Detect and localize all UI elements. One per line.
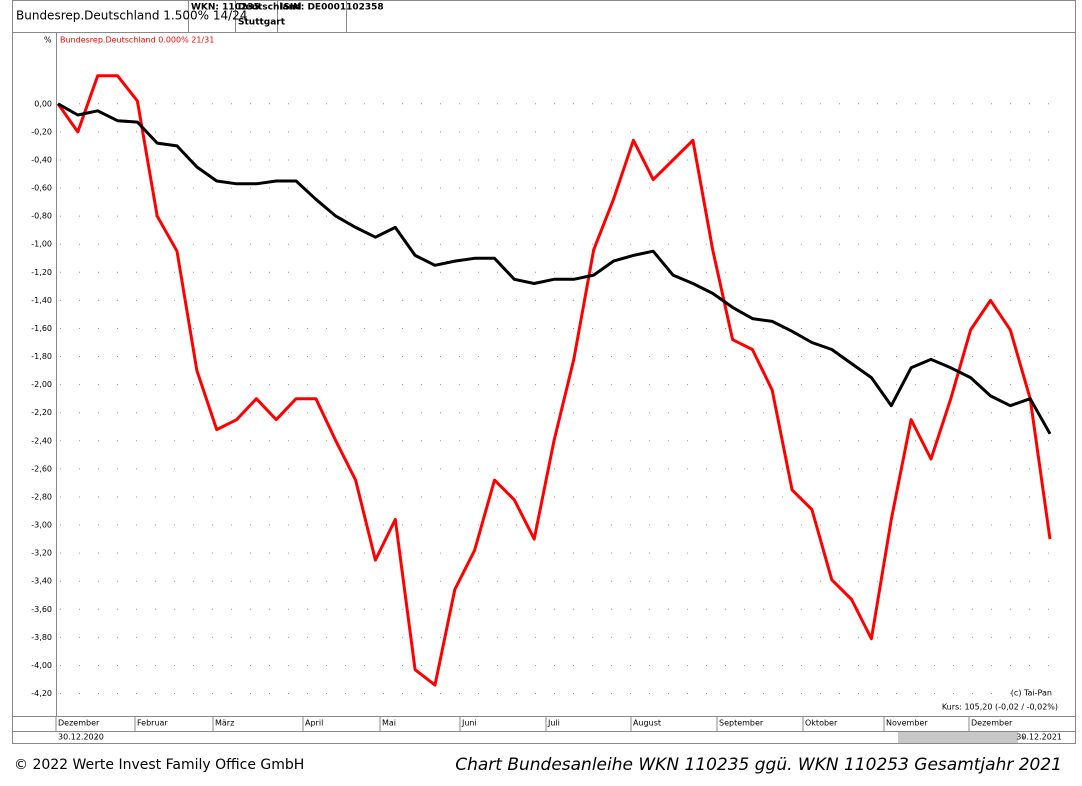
header-wkn: WKN: 110235 bbox=[191, 3, 260, 13]
y-tick-label: -3,80 bbox=[31, 633, 52, 642]
y-tick-label: -2,20 bbox=[31, 408, 52, 417]
copyright: (c) Tai-Pan bbox=[1011, 689, 1052, 698]
header-isin: ISIN: DE0001102358 bbox=[280, 3, 384, 13]
end-date: 30.12.2021 bbox=[1016, 733, 1062, 742]
y-tick-label: -0,80 bbox=[31, 212, 52, 221]
y-tick-label: -4,00 bbox=[31, 661, 52, 670]
y-tick-label: -1,80 bbox=[31, 352, 52, 361]
y-tick-label: -3,20 bbox=[31, 549, 52, 558]
scroll-right[interactable]: › bbox=[1022, 733, 1025, 742]
start-date: 30.12.2020 bbox=[58, 733, 104, 742]
x-tick-label: Dezember bbox=[58, 719, 100, 728]
y-tick-label: -1,60 bbox=[31, 324, 52, 333]
y-tick-label: -3,60 bbox=[31, 605, 52, 614]
scrollbar[interactable] bbox=[898, 732, 1018, 743]
header-title: Bundesrep.Deutschland 1.500% 14/24 bbox=[16, 9, 247, 23]
x-tick-label: Juni bbox=[461, 719, 477, 728]
y-tick-label: -0,60 bbox=[31, 184, 52, 193]
footer-left: © 2022 Werte Invest Family Office GmbH bbox=[14, 757, 304, 773]
series-line bbox=[57, 102, 1052, 435]
x-tick-label: Mai bbox=[382, 719, 396, 728]
unit-label: % bbox=[44, 36, 52, 45]
header-exchange: Deutschland bbox=[238, 3, 301, 13]
y-tick-label: -3,40 bbox=[31, 577, 52, 586]
frame bbox=[12, 0, 1076, 744]
y-tick-label: -2,60 bbox=[31, 464, 52, 473]
x-tick-label: April bbox=[305, 719, 323, 728]
y-tick-label: -1,20 bbox=[31, 268, 52, 277]
x-tick-label: März bbox=[215, 719, 234, 728]
footer-right: Chart Bundesanleihe WKN 110235 ggü. WKN … bbox=[455, 755, 1062, 775]
y-tick-label: -1,00 bbox=[31, 240, 52, 249]
x-tick-label: Oktober bbox=[805, 719, 838, 728]
x-tick-label: August bbox=[633, 719, 661, 728]
x-tick-label: Dezember bbox=[971, 719, 1013, 728]
x-tick-label: September bbox=[719, 719, 764, 728]
y-tick-label: -4,20 bbox=[31, 689, 52, 698]
series-line bbox=[56, 74, 1052, 687]
y-tick-label: -2,40 bbox=[31, 436, 52, 445]
y-tick-label: -0,40 bbox=[31, 155, 52, 164]
y-tick-label: -1,40 bbox=[31, 296, 52, 305]
y-tick-label: -2,80 bbox=[31, 492, 52, 501]
quote: Kurs: 105,20 (-0,02 / -0,02%) bbox=[942, 703, 1058, 712]
x-tick-label: November bbox=[886, 719, 928, 728]
scroll-left[interactable]: ‹ bbox=[95, 733, 98, 742]
y-tick-label: -2,00 bbox=[31, 380, 52, 389]
x-tick-label: Juli bbox=[547, 719, 560, 728]
legend-entry: Bundesrep.Deutschland 0.000% 21/31 bbox=[60, 36, 214, 45]
y-tick-label: -0,20 bbox=[31, 127, 52, 136]
header-exchange: Stuttgart bbox=[238, 18, 286, 28]
y-tick-label: 0,00 bbox=[34, 99, 52, 108]
x-tick-label: Februar bbox=[137, 719, 168, 728]
y-tick-label: -3,00 bbox=[31, 521, 52, 530]
